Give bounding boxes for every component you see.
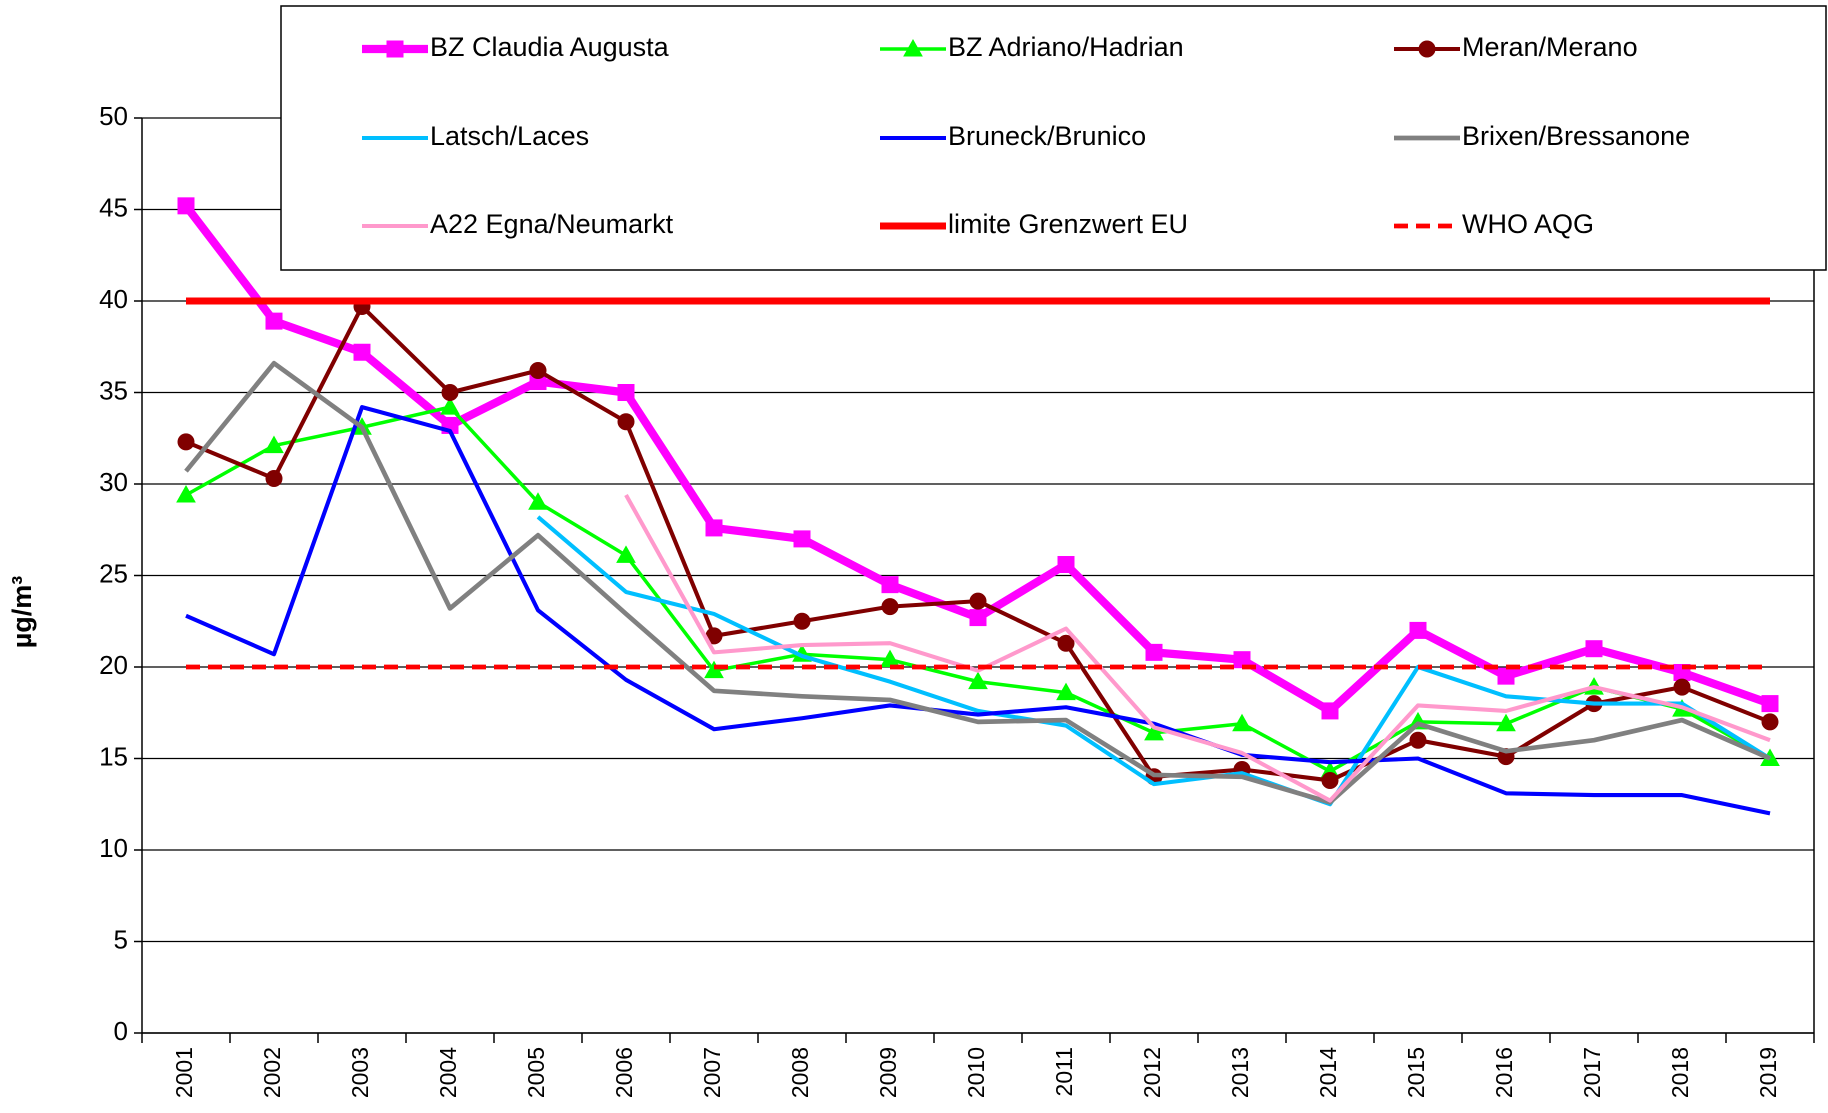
legend-label: BZ Adriano/Hadrian bbox=[948, 32, 1184, 62]
data-point bbox=[793, 612, 811, 630]
x-tick-label: 2019 bbox=[1755, 1047, 1781, 1098]
data-point bbox=[1409, 621, 1427, 639]
data-point bbox=[1057, 556, 1075, 574]
legend-label: WHO AQG bbox=[1462, 209, 1594, 239]
y-tick-label: 0 bbox=[114, 1016, 128, 1046]
data-point bbox=[353, 343, 371, 361]
legend-marker bbox=[386, 40, 404, 58]
data-point bbox=[529, 362, 547, 380]
data-point bbox=[704, 660, 724, 679]
y-tick-label: 50 bbox=[99, 101, 128, 131]
x-tick-label: 2001 bbox=[171, 1047, 197, 1098]
series-line bbox=[185, 405, 1771, 816]
data-point bbox=[969, 609, 987, 627]
y-tick-label: 15 bbox=[99, 741, 128, 771]
x-tick-label: 2018 bbox=[1667, 1047, 1693, 1098]
legend-label: Brixen/Bressanone bbox=[1462, 121, 1690, 151]
data-point bbox=[264, 435, 284, 454]
x-tick-label: 2014 bbox=[1315, 1047, 1341, 1098]
data-point bbox=[705, 519, 723, 537]
y-axis-label: µg/m³ bbox=[7, 576, 37, 649]
x-tick-label: 2010 bbox=[963, 1047, 989, 1098]
data-point bbox=[1145, 643, 1163, 661]
data-point bbox=[1321, 771, 1339, 789]
data-point bbox=[617, 384, 635, 401]
legend-label: BZ Claudia Augusta bbox=[430, 32, 670, 62]
series-line bbox=[182, 203, 1772, 716]
data-point bbox=[265, 312, 283, 330]
y-tick-label: 5 bbox=[114, 924, 128, 954]
data-point bbox=[1673, 678, 1691, 696]
legend-label: Meran/Merano bbox=[1462, 32, 1638, 62]
data-point bbox=[1761, 713, 1779, 731]
data-point bbox=[265, 470, 283, 488]
legend-box bbox=[280, 5, 1827, 271]
y-tick-label: 20 bbox=[99, 650, 128, 680]
data-point bbox=[793, 530, 811, 548]
legend-label: Latsch/Laces bbox=[430, 121, 589, 151]
data-point bbox=[441, 384, 459, 401]
series-line bbox=[624, 493, 1771, 803]
data-point bbox=[1497, 667, 1515, 685]
x-tick-label: 2012 bbox=[1139, 1047, 1165, 1098]
data-point bbox=[440, 397, 460, 415]
legend-label: limite Grenzwert EU bbox=[948, 209, 1188, 239]
data-point bbox=[881, 598, 899, 616]
y-tick-label: 35 bbox=[99, 375, 128, 405]
x-tick-label: 2013 bbox=[1227, 1047, 1253, 1098]
data-point bbox=[1056, 682, 1076, 701]
y-tick-label: 30 bbox=[99, 467, 128, 497]
data-point bbox=[528, 492, 548, 510]
x-tick-label: 2003 bbox=[347, 1047, 373, 1098]
y-tick-label: 45 bbox=[99, 192, 128, 222]
x-tick-label: 2008 bbox=[787, 1047, 813, 1098]
legend-marker bbox=[903, 38, 923, 57]
data-point bbox=[617, 413, 635, 431]
x-tick-label: 2005 bbox=[523, 1047, 549, 1098]
series-line bbox=[536, 515, 1772, 807]
data-point bbox=[616, 545, 636, 563]
data-point bbox=[177, 197, 195, 215]
data-point bbox=[1232, 713, 1252, 732]
y-tick-label: 25 bbox=[99, 558, 128, 588]
x-tick-label: 2006 bbox=[611, 1047, 637, 1098]
x-tick-label: 2002 bbox=[259, 1047, 285, 1098]
data-point bbox=[881, 576, 899, 594]
data-point bbox=[1321, 702, 1339, 720]
x-tick-label: 2016 bbox=[1491, 1047, 1517, 1098]
y-tick-label: 40 bbox=[99, 284, 128, 314]
x-tick-label: 2015 bbox=[1403, 1047, 1429, 1098]
data-point bbox=[177, 433, 195, 451]
legend-label: Bruneck/Brunico bbox=[948, 121, 1146, 151]
y-tick-label: 10 bbox=[99, 833, 128, 863]
data-point bbox=[1496, 713, 1516, 732]
data-point bbox=[1761, 695, 1779, 713]
data-point bbox=[969, 592, 987, 610]
x-tick-label: 2011 bbox=[1051, 1047, 1077, 1096]
series-line bbox=[184, 360, 1771, 805]
data-point bbox=[1585, 640, 1603, 658]
x-tick-label: 2004 bbox=[435, 1047, 461, 1098]
x-tick-label: 2009 bbox=[875, 1047, 901, 1098]
data-point bbox=[1057, 634, 1075, 652]
data-point bbox=[968, 671, 988, 690]
data-point bbox=[1144, 722, 1164, 741]
x-tick-label: 2017 bbox=[1579, 1047, 1605, 1098]
data-point bbox=[176, 484, 196, 503]
data-point bbox=[1409, 731, 1427, 749]
x-tick-label: 2007 bbox=[699, 1047, 725, 1098]
series-line bbox=[185, 405, 1771, 774]
legend-label: A22 Egna/Neumarkt bbox=[430, 209, 674, 239]
legend-marker bbox=[1418, 40, 1436, 58]
